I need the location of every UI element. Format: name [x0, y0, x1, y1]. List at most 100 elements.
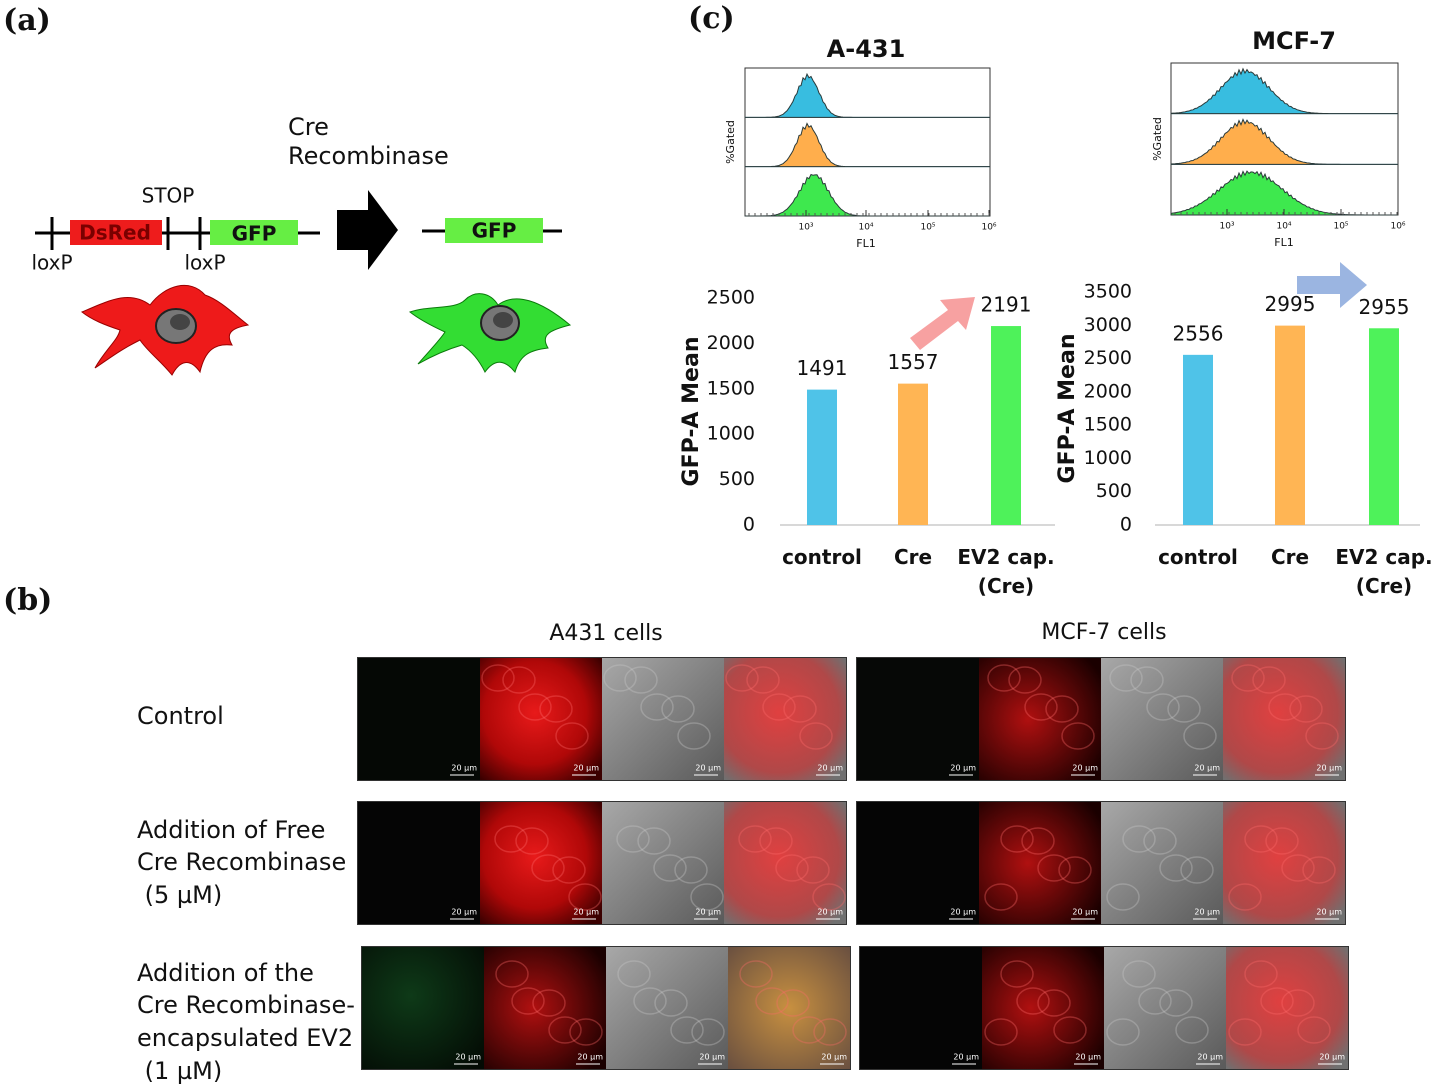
cell-outline	[759, 827, 793, 855]
histogram-tick-label: 10³	[798, 223, 813, 233]
cell-outline	[1244, 960, 1278, 988]
column-header: MCF-7 cells	[1041, 620, 1166, 645]
y-tick-label: 2000	[1084, 380, 1132, 402]
cell-outline	[555, 722, 589, 750]
cell-outline	[799, 722, 833, 750]
cell-outline	[1109, 664, 1143, 692]
cell-outline	[518, 693, 552, 721]
scale-bar-label: 20 µm	[817, 908, 843, 917]
cell-outline	[674, 856, 708, 884]
scale-bar-label: 20 µm	[1072, 764, 1098, 773]
row-label: encapsulated EV2	[137, 1024, 353, 1052]
y-tick-label: 3000	[1084, 314, 1132, 336]
cell-outline	[1058, 856, 1092, 884]
micrograph	[979, 658, 1101, 780]
cell-outline	[1305, 722, 1339, 750]
green-cell	[408, 293, 572, 374]
value-label: 1557	[888, 350, 939, 374]
value-label: 2955	[1359, 295, 1410, 319]
cell-outline	[1106, 883, 1140, 911]
scale-bar-label: 20 µm	[1072, 908, 1098, 917]
cell-outline	[653, 854, 687, 882]
cell-outline	[1265, 827, 1299, 855]
micrograph	[358, 658, 480, 780]
cell-outline	[1138, 987, 1172, 1015]
y-tick-label: 2500	[707, 287, 755, 309]
scale-bar-label: 20 µm	[451, 764, 477, 773]
micrograph	[606, 947, 728, 1069]
cell-outline	[495, 960, 529, 988]
x-tick-label: Cre	[893, 545, 933, 569]
cell-outline	[1146, 693, 1180, 721]
gene-label: DsRed	[79, 221, 151, 245]
cell-outline	[775, 854, 809, 882]
value-label: 1491	[797, 356, 848, 380]
value-label: 2191	[981, 293, 1032, 317]
cell-outline	[1000, 960, 1034, 988]
row-label: Addition of the	[137, 959, 314, 987]
cell-outline	[987, 664, 1021, 692]
panel-label: (b)	[3, 583, 52, 618]
cell-outline	[633, 987, 667, 1015]
histogram-tick-label: 10³	[1219, 222, 1234, 232]
row-label: Cre Recombinase-	[137, 991, 355, 1019]
cell-outline	[1228, 1018, 1262, 1046]
row-label: Control	[137, 702, 224, 730]
cell-outline	[532, 989, 566, 1017]
cell-outline	[1297, 1016, 1331, 1044]
cell-outline	[511, 987, 545, 1015]
cell-outline	[738, 825, 772, 853]
y-axis-label: GFP-A Mean	[1055, 334, 1080, 484]
stop-label: STOP	[142, 184, 195, 208]
cell-outline	[624, 666, 658, 694]
x-tick-label: EV2 cap. (Cre)	[1335, 545, 1433, 598]
histogram-peak	[745, 72, 990, 118]
cell-outline	[661, 695, 695, 723]
scale-bar-label: 20 µm	[1316, 908, 1342, 917]
cell-outline	[1016, 987, 1050, 1015]
bar	[1275, 325, 1305, 525]
cell-outline	[776, 989, 810, 1017]
micrograph	[724, 802, 846, 924]
scale-bar-label: 20 µm	[950, 908, 976, 917]
micrograph	[857, 658, 979, 780]
histogram-tick-label: 10⁴	[858, 223, 873, 233]
gene-label: GFP	[472, 219, 517, 243]
cell-outline	[548, 1016, 582, 1044]
cell-outline	[481, 664, 515, 692]
column-header: A431 cells	[549, 621, 662, 646]
scale-bar-label: 20 µm	[573, 764, 599, 773]
micrograph	[857, 802, 979, 924]
scale-bar-label: 20 µm	[577, 1053, 603, 1062]
bar	[1183, 354, 1213, 525]
cell-outline	[1244, 825, 1278, 853]
histogram-peak	[1170, 118, 1398, 165]
cell-outline	[1008, 666, 1042, 694]
x-tick-label: Cre	[1270, 545, 1310, 569]
y-tick-label: 1500	[707, 377, 755, 399]
micrograph	[1101, 802, 1223, 924]
cell-outline	[640, 693, 674, 721]
bar	[807, 389, 837, 525]
cell-outline	[796, 856, 830, 884]
scale-bar-label: 20 µm	[953, 1053, 979, 1062]
histogram-tick-label: 10⁵	[1333, 222, 1348, 232]
histogram-title: A-431	[827, 35, 906, 63]
y-tick-label: 500	[1096, 480, 1132, 502]
cell-outline	[1289, 695, 1323, 723]
cell-outline	[1302, 856, 1336, 884]
cell-outline	[677, 722, 711, 750]
red-cell	[81, 285, 250, 376]
x-tick-label: EV2 cap. (Cre)	[957, 545, 1055, 598]
cell-outline	[813, 1018, 847, 1046]
scale-bar-label: 20 µm	[1197, 1053, 1223, 1062]
cell-outline	[1130, 666, 1164, 694]
row-label: (1 µM)	[137, 1057, 222, 1085]
histogram-y-label: %Gated	[1151, 117, 1164, 161]
histogram-x-label: FL1	[856, 237, 875, 250]
scale-bar-label: 20 µm	[1316, 764, 1342, 773]
y-tick-label: 2000	[707, 332, 755, 354]
x-tick-label: control	[782, 545, 862, 569]
cell-outline	[762, 693, 796, 721]
